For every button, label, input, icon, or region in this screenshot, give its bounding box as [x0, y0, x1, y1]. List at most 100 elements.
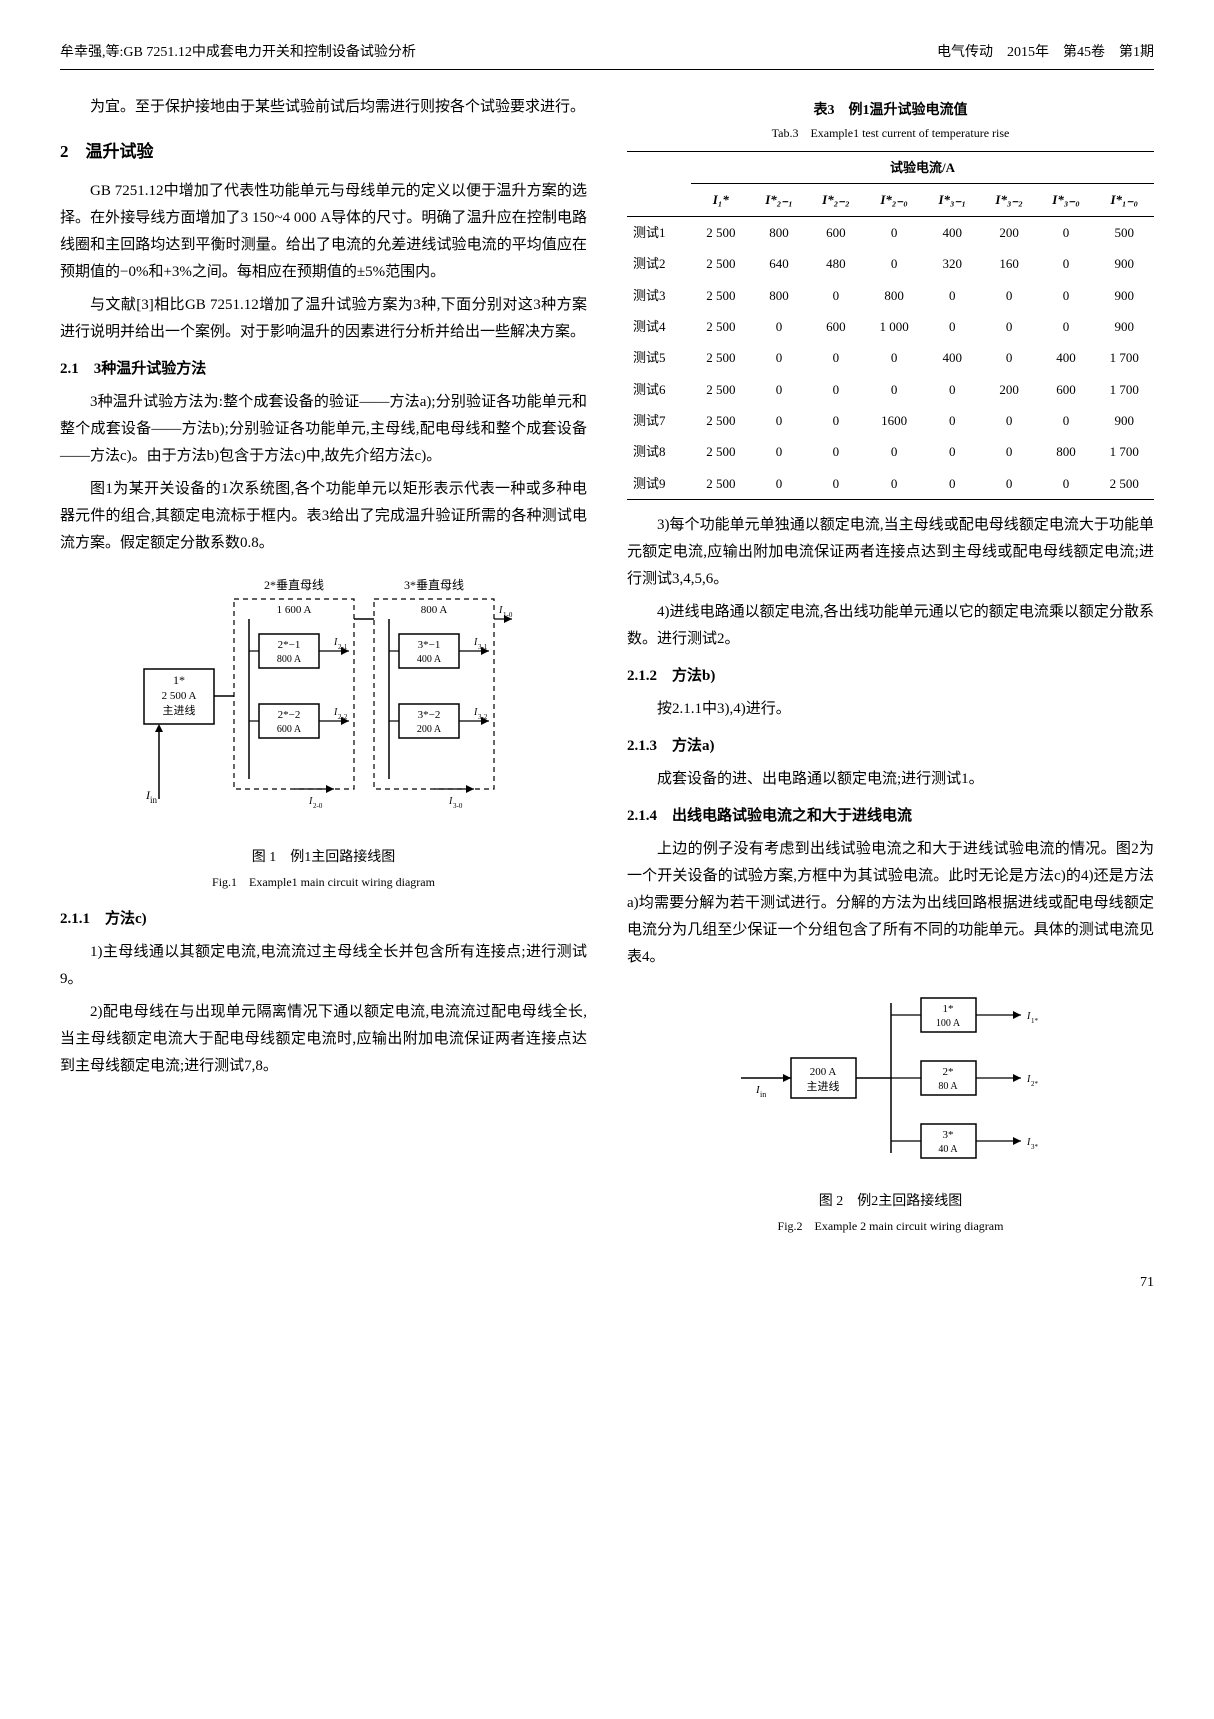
table-3-col-header: I*₁₋₀: [1095, 184, 1155, 216]
svg-text:2-2: 2-2: [338, 713, 348, 721]
svg-text:80 A: 80 A: [938, 1081, 958, 1092]
page-number: 71: [60, 1270, 1154, 1295]
table-3-cell: 2 500: [691, 468, 750, 500]
paragraph-2-1-b: 图1为某开关设备的1次系统图,各个功能单元以矩形表示代表一种或多种电器元件的组合…: [60, 476, 587, 557]
table-3-cell: 0: [751, 468, 808, 500]
table-3-row-label: 测试7: [627, 405, 691, 436]
table-3-cell: 600: [807, 311, 864, 342]
svg-text:3*−1: 3*−1: [417, 639, 440, 651]
table-3-cell: 800: [751, 280, 808, 311]
table-3-cell: 400: [924, 216, 981, 248]
table-3-cell: 0: [864, 468, 923, 500]
table-3-cell: 600: [1038, 374, 1095, 405]
page: 牟幸强,等:GB 7251.12中成套电力开关和控制设备试验分析 电气传动 20…: [60, 40, 1154, 1295]
table-3-col-header: I*₃₋₁: [924, 184, 981, 216]
table-3-cell: 0: [924, 374, 981, 405]
paragraph-2-1-3: 成套设备的进、出电路通以额定电流;进行测试1。: [627, 766, 1154, 793]
table-3-row-label: 测试6: [627, 374, 691, 405]
subsection-2-1-4-title: 2.1.4 出线电路试验电流之和大于进线电流: [627, 803, 1154, 830]
left-column: 为宜。至于保护接地由于某些试验前试后均需进行则按各个试验要求进行。 2 温升试验…: [60, 94, 587, 1250]
subsection-2-1-1-title: 2.1.1 方法c): [60, 906, 587, 933]
table-3-cell: 0: [807, 342, 864, 373]
paragraph-sec2-1: GB 7251.12中增加了代表性功能单元与母线单元的定义以便于温升方案的选择。…: [60, 178, 587, 286]
table-3-cell: 400: [924, 342, 981, 373]
table-3-cell: 800: [751, 216, 808, 248]
subsection-2-1-3-title: 2.1.3 方法a): [627, 733, 1154, 760]
paragraph-2-1-2: 按2.1.1中3),4)进行。: [627, 696, 1154, 723]
table-3-cell: 480: [807, 248, 864, 279]
svg-text:1*: 1*: [1031, 1017, 1039, 1025]
table-3-cell: 0: [1038, 405, 1095, 436]
svg-text:2 500 A: 2 500 A: [161, 690, 196, 702]
paragraph-2-1-1-a: 1)主母线通以其额定电流,电流流过主母线全长并包含所有连接点;进行测试9。: [60, 939, 587, 993]
svg-text:3-1: 3-1: [478, 643, 488, 651]
figure-2: 200 A 主进线 Iin 1* 100 A I1*: [627, 983, 1154, 1238]
table-3-cell: 2 500: [691, 248, 750, 279]
table-3-cell: 0: [981, 405, 1038, 436]
table-3-header-group: 试验电流/A: [691, 151, 1154, 183]
table-3-cell: 0: [1038, 216, 1095, 248]
table-3-cell: 0: [981, 342, 1038, 373]
table-3-col-header: I*₂₋₀: [864, 184, 923, 216]
svg-text:主进线: 主进线: [806, 1079, 839, 1093]
table-3-row-label: 测试5: [627, 342, 691, 373]
table-3-cell: 2 500: [691, 216, 750, 248]
table-3-cell: 0: [864, 374, 923, 405]
table-3-cell: 0: [924, 436, 981, 467]
svg-text:100 A: 100 A: [935, 1018, 960, 1029]
table-3: 试验电流/A I₁*I*₂₋₁I*₂₋₂I*₂₋₀I*₃₋₁I*₃₋₂I*₃₋₀…: [627, 151, 1154, 500]
table-3-cell: 0: [924, 311, 981, 342]
table-3-cell: 0: [751, 436, 808, 467]
figure-1: 1* 2 500 A 主进线 I in 2*垂直母线 1 600 A: [60, 569, 587, 894]
table-3-row-label: 测试3: [627, 280, 691, 311]
table-3-title: 表3 例1温升试验电流值: [627, 98, 1154, 123]
two-column-layout: 为宜。至于保护接地由于某些试验前试后均需进行则按各个试验要求进行。 2 温升试验…: [60, 94, 1154, 1250]
table-3-cell: 900: [1095, 248, 1155, 279]
table-3-cell: 800: [1038, 436, 1095, 467]
svg-text:2*−2: 2*−2: [277, 709, 300, 721]
table-3-row-label: 测试2: [627, 248, 691, 279]
paragraph-2-1-1-b: 2)配电母线在与出现单元隔离情况下通以额定电流,电流流过配电母线全长,当主母线额…: [60, 999, 587, 1080]
table-3-cell: 0: [1038, 280, 1095, 311]
page-header: 牟幸强,等:GB 7251.12中成套电力开关和控制设备试验分析 电气传动 20…: [60, 40, 1154, 70]
table-3-cell: 400: [1038, 342, 1095, 373]
table-3-cell: 900: [1095, 280, 1155, 311]
svg-text:200 A: 200 A: [416, 724, 441, 735]
table-3-cell: 0: [1038, 311, 1095, 342]
table-3-cell: 0: [924, 468, 981, 500]
right-column: 表3 例1温升试验电流值 Tab.3 Example1 test current…: [627, 94, 1154, 1250]
table-3-cell: 0: [751, 311, 808, 342]
table-3-cell: 1 700: [1095, 374, 1155, 405]
svg-text:600 A: 600 A: [276, 724, 301, 735]
table-3-cell: 0: [751, 374, 808, 405]
table-3-cell: 2 500: [691, 374, 750, 405]
svg-text:2*−1: 2*−1: [277, 639, 300, 651]
svg-text:1-0: 1-0: [503, 611, 513, 619]
table-3-cell: 2 500: [691, 436, 750, 467]
paragraph-sec2-2: 与文献[3]相比GB 7251.12增加了温升试验方案为3种,下面分别对这3种方…: [60, 292, 587, 346]
svg-text:1 600 A: 1 600 A: [276, 604, 311, 616]
table-3-col-header: I₁*: [691, 184, 750, 216]
header-right: 电气传动 2015年 第45卷 第1期: [937, 40, 1154, 65]
table-3-col-header: I*₂₋₁: [751, 184, 808, 216]
figure-2-caption: 图 2 例2主回路接线图: [627, 1189, 1154, 1214]
paragraph-2-1-4: 上边的例子没有考虑到出线试验电流之和大于进线试验电流的情况。图2为一个开关设备的…: [627, 836, 1154, 971]
figure-1-subcaption: Fig.1 Example1 main circuit wiring diagr…: [60, 872, 587, 894]
svg-text:in: in: [150, 795, 158, 805]
svg-text:in: in: [760, 1090, 766, 1099]
table-3-cell: 0: [807, 405, 864, 436]
table-3-row-label: 测试1: [627, 216, 691, 248]
table-3-cell: 0: [751, 405, 808, 436]
table-3-col-header: I*₃₋₀: [1038, 184, 1095, 216]
table-3-cell: 0: [807, 374, 864, 405]
figure-1-svg: 1* 2 500 A 主进线 I in 2*垂直母线 1 600 A: [134, 569, 514, 829]
table-3-cell: 800: [864, 280, 923, 311]
table-3-cell: 0: [864, 436, 923, 467]
svg-text:200 A: 200 A: [809, 1066, 836, 1078]
paragraph-col2-1: 3)每个功能单元单独通以额定电流,当主母线或配电母线额定电流大于功能单元额定电流…: [627, 512, 1154, 593]
paragraph-2-1-a: 3种温升试验方法为:整个成套设备的验证——方法a);分别验证各功能单元和整个成套…: [60, 389, 587, 470]
svg-text:3*: 3*: [942, 1129, 953, 1141]
svg-text:2*: 2*: [942, 1066, 953, 1078]
table-3-cell: 0: [864, 216, 923, 248]
svg-text:3*垂直母线: 3*垂直母线: [403, 578, 463, 592]
